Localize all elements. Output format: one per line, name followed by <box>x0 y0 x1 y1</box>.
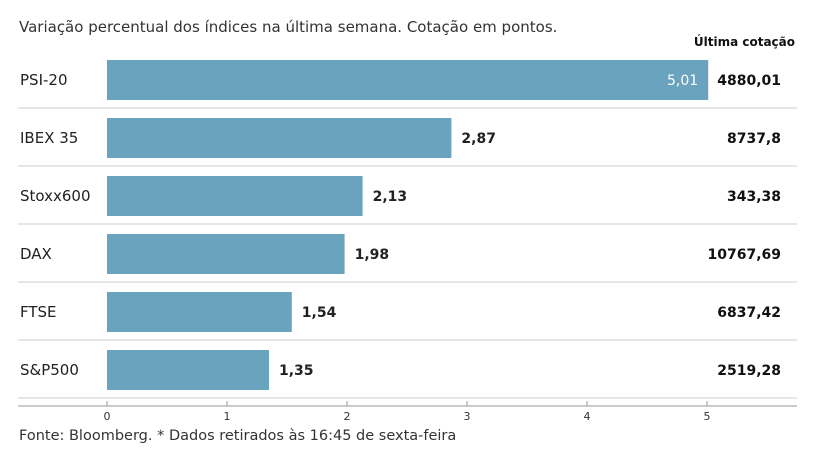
category-label: S&P500 <box>20 361 79 379</box>
x-tick-label: 1 <box>224 410 231 423</box>
x-tick-label: 2 <box>344 410 351 423</box>
bar <box>107 60 709 100</box>
value-label: 1,98 <box>355 247 390 263</box>
value-label: 5,01 <box>667 73 698 89</box>
chart-subtitle: Variação percentual dos índices na últim… <box>19 18 558 36</box>
bar <box>107 350 269 390</box>
x-tick-label: 0 <box>104 410 111 423</box>
bar <box>107 292 292 332</box>
last-quote-value: 6837,42 <box>717 305 781 321</box>
value-label: 1,35 <box>279 363 314 379</box>
x-tick-label: 3 <box>464 410 471 423</box>
x-tick-label: 5 <box>704 410 711 423</box>
last-quote-header: Última cotação <box>693 35 795 49</box>
bar <box>107 234 345 274</box>
x-tick-label: 4 <box>584 410 591 423</box>
category-label: DAX <box>20 245 52 263</box>
last-quote-value: 343,38 <box>727 189 781 205</box>
bar <box>107 176 363 216</box>
last-quote-value: 4880,01 <box>717 73 781 89</box>
category-label: FTSE <box>20 303 57 321</box>
source-note: Fonte: Bloomberg. * Dados retirados às 1… <box>19 428 457 444</box>
last-quote-value: 2519,28 <box>717 363 781 379</box>
last-quote-value: 8737,8 <box>727 131 781 147</box>
category-label: PSI-20 <box>20 71 68 89</box>
category-label: Stoxx600 <box>20 187 91 205</box>
value-label: 2,87 <box>461 131 496 147</box>
last-quote-value: 10767,69 <box>707 247 781 263</box>
category-label: IBEX 35 <box>20 129 78 147</box>
bar <box>107 118 452 158</box>
value-label: 1,54 <box>302 305 337 321</box>
value-label: 2,13 <box>373 189 408 205</box>
